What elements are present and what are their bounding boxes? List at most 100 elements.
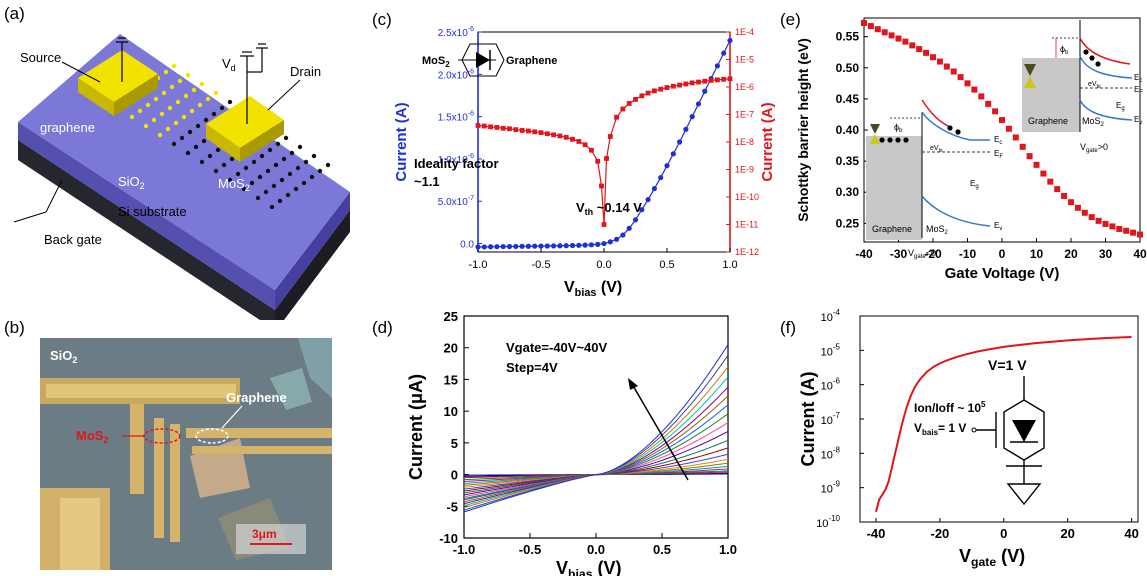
mos2-label-neg: MoS2 (926, 224, 949, 236)
lattice-atom (163, 69, 169, 75)
y-tick-label-e: 0.35 (836, 154, 860, 168)
point-c-red (708, 78, 714, 83)
point-c-red (526, 128, 531, 134)
lattice-atom (159, 111, 165, 117)
point-e (888, 32, 895, 39)
mos2-label-pos: MoS2 (1082, 116, 1105, 128)
point-c-red (544, 131, 550, 137)
point-e (1068, 199, 1074, 206)
x-tick-label-e: 10 (1030, 247, 1044, 261)
y-tick-label-d: 0 (451, 468, 458, 483)
y-axis-label-d: Current (μA) (406, 374, 426, 480)
point-c-blue (500, 243, 506, 250)
point-e (923, 49, 930, 56)
x-tick-label-c: -1.0 (469, 259, 488, 271)
lattice-atom (205, 96, 211, 102)
x-tick-label-f: -40 (867, 526, 886, 541)
lattice-atom (285, 192, 291, 198)
lattice-atom (151, 117, 157, 123)
y-right-tick-label-c: 1E-8 (735, 137, 754, 147)
lattice-atom (273, 162, 279, 168)
lattice-atom (195, 123, 201, 129)
y-left-tick-label-c: 0.0 (460, 240, 474, 251)
point-c-red (683, 81, 689, 87)
lattice-atom (259, 153, 265, 159)
point-c-blue (626, 225, 632, 231)
point-c-red (670, 83, 676, 89)
point-c-red (696, 79, 701, 85)
y-tick-label-f: 10-8 (821, 445, 841, 461)
point-e (992, 108, 999, 115)
lattice-atom (221, 162, 227, 168)
x-tick-label-f: -20 (930, 526, 949, 541)
point-c-red (614, 114, 619, 120)
lattice-atom (229, 156, 235, 162)
point-e (1019, 143, 1026, 150)
point-c-red (519, 128, 525, 133)
x-tick-label-e: -20 (924, 247, 942, 261)
point-c-red (715, 77, 720, 83)
point-c-blue (595, 241, 601, 247)
lattice-atom (181, 114, 187, 120)
point-e (930, 54, 936, 61)
drain-electrode-top (206, 96, 284, 148)
x-tick-label-d: 1.0 (719, 542, 737, 557)
photo-mos2-label: MoS2 (76, 428, 108, 445)
lattice-atom (211, 111, 217, 117)
lattice-atom (283, 135, 289, 141)
lattice-atom (215, 147, 221, 153)
lattice-atom (219, 105, 225, 111)
point-c-blue (582, 242, 588, 248)
si-substrate-side (275, 210, 350, 320)
ideality-label: Ideality factor (414, 156, 499, 171)
lattice-atom (297, 144, 303, 150)
point-c-red (633, 96, 638, 102)
lattice-atom (317, 168, 323, 174)
source-label: Source (20, 50, 61, 65)
point-c-blue (664, 163, 670, 169)
point-c-red (538, 130, 544, 136)
point-c-blue (651, 185, 657, 192)
point-e (1005, 125, 1012, 132)
point-c-red (620, 106, 626, 112)
point-c-red (652, 88, 657, 94)
lattice-atom (251, 159, 257, 165)
y-right-tick-label-c: 1E-10 (735, 192, 759, 202)
y-tick-label-e: 0.55 (836, 30, 860, 44)
lattice-atom (275, 141, 281, 147)
y-tick-label-d: 10 (444, 404, 458, 419)
point-e (874, 26, 881, 33)
y-right-tick-label-c: 1E-5 (735, 55, 754, 65)
lattice-atom (199, 81, 205, 87)
y-tick-label-d: 5 (451, 436, 458, 451)
lattice-atom (197, 102, 203, 108)
y-left-axis-label-c: Current (A) (393, 102, 410, 181)
point-c-blue (614, 236, 620, 242)
x-tick-label-c: 0.0 (596, 259, 611, 271)
y-right-tick-label-c: 1E-7 (735, 110, 754, 120)
point-e (1054, 186, 1061, 193)
lattice-atom (203, 117, 209, 123)
source-electrode-top (78, 50, 158, 102)
sio2-label: SiO2 (118, 174, 145, 191)
point-e (1102, 220, 1109, 227)
lattice-atom (183, 93, 189, 99)
trend-arrow (631, 383, 689, 481)
point-c-blue (494, 244, 500, 250)
point-c-blue (544, 243, 550, 249)
point-e (1012, 134, 1019, 141)
point-c-red (576, 139, 582, 144)
point-e (999, 117, 1005, 124)
point-c-red (595, 158, 601, 164)
point-c-red (475, 123, 481, 128)
point-c-red (557, 133, 563, 139)
lattice-atom (235, 171, 241, 177)
x-tick-label-f: 20 (1060, 526, 1074, 541)
point-e (1095, 217, 1102, 224)
lattice-atom (187, 129, 193, 135)
x-tick-label-d: 0.5 (653, 542, 671, 557)
x-tick-label-e: 20 (1064, 247, 1078, 261)
lattice-atom (207, 153, 213, 159)
transistor-diode-symbol (971, 376, 1045, 506)
lattice-atom (227, 177, 233, 183)
